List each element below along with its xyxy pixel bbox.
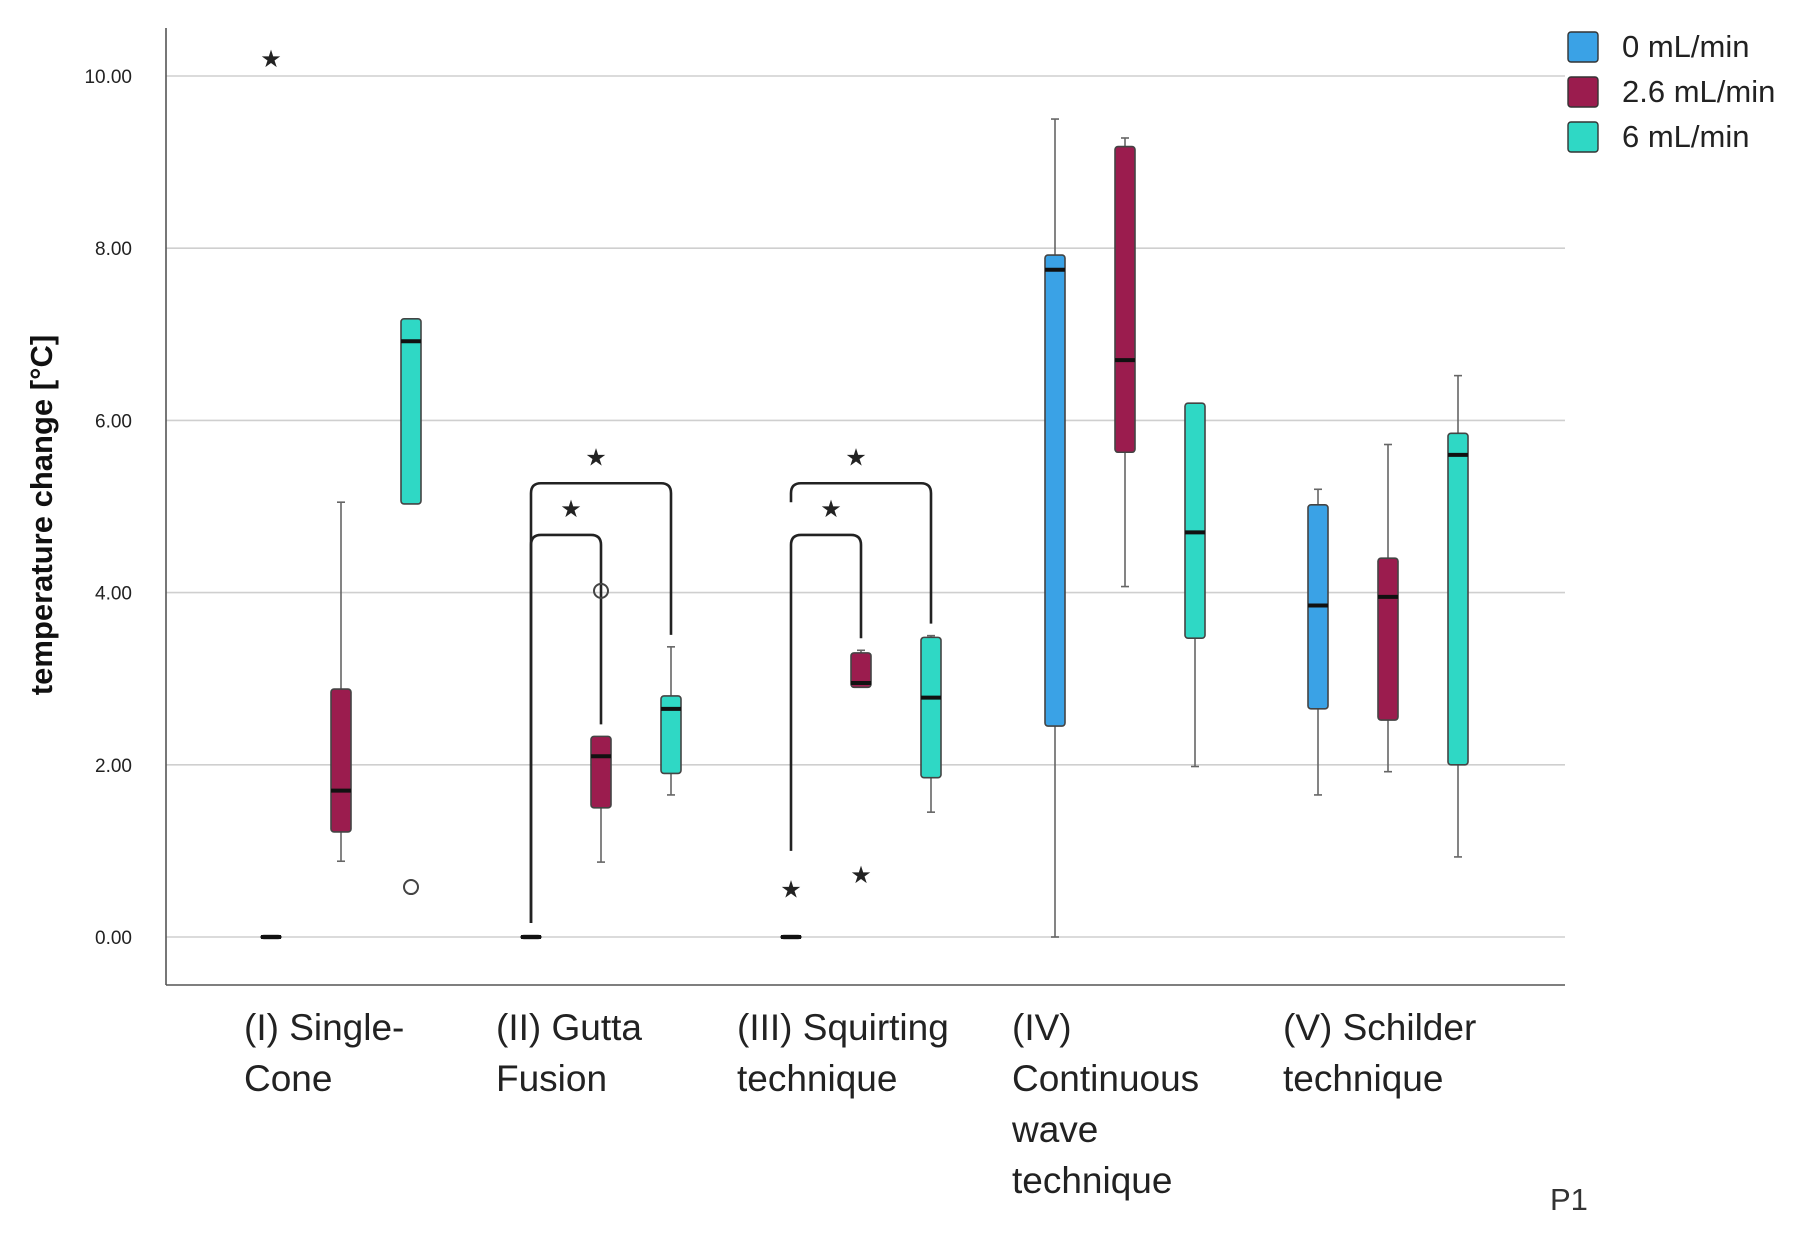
x-category-labels: (I) Single- Cone (II) Gutta Fusion (III) Squ…: [244, 1007, 1476, 1201]
legend-swatch: [1567, 76, 1599, 108]
box-iqr: [400, 318, 422, 505]
box-iqr: [1447, 432, 1469, 766]
box-2-6-ml-min-cat1: [330, 501, 352, 863]
box-0-ml-min-cat3: ★: [780, 876, 802, 940]
y-tick-label: 8.00: [95, 239, 132, 260]
box-iqr: [920, 636, 942, 779]
x-category-line: (I) Single-: [244, 1007, 404, 1048]
box-iqr: [330, 688, 352, 833]
legend-item: 6 mL/min: [1567, 119, 1749, 154]
box-2-6-ml-min-cat4: [1114, 137, 1136, 588]
x-category-label: (V) Schilder technique: [1283, 1007, 1476, 1099]
x-category-line: wave: [1011, 1109, 1098, 1150]
box-iqr: [1184, 402, 1206, 640]
significance-bracket: ★: [529, 443, 673, 923]
box-2-6-ml-min-cat2: [590, 582, 612, 863]
x-category-label: (IV) Continuous wave technique: [1011, 1007, 1199, 1201]
legend-label: 0 mL/min: [1622, 29, 1749, 64]
legend-swatch: [1567, 31, 1599, 63]
extreme-point: ★: [850, 861, 872, 889]
axes: [165, 28, 1565, 986]
y-tick-label: 6.00: [95, 411, 132, 432]
bracket-line: [529, 481, 673, 923]
box-iqr: [850, 652, 872, 689]
x-category-line: Cone: [244, 1058, 332, 1099]
x-category-line: (III) Squirting: [737, 1007, 949, 1048]
boxes: ★★★: [260, 45, 1469, 940]
box-6-ml-min-cat4: [1184, 402, 1206, 768]
significance-star: ★: [845, 443, 867, 471]
y-tick-label: 4.00: [95, 584, 132, 605]
box-iqr: [590, 735, 612, 809]
significance-bracket: ★: [789, 495, 863, 851]
bracket-line: [789, 533, 863, 851]
panel-label: P1: [1550, 1182, 1588, 1217]
y-tick-labels: 0.00 2.00 4.00 6.00 8.00 10.00: [84, 67, 132, 949]
x-category-label: (III) Squirting technique: [737, 1007, 949, 1099]
legend-swatch: [1567, 121, 1599, 153]
box-6-ml-min-cat3: [920, 634, 942, 813]
significance-brackets: ★★★★: [529, 443, 933, 923]
significance-star: ★: [585, 443, 607, 471]
legend-label: 2.6 mL/min: [1622, 74, 1775, 109]
box-iqr: [1044, 254, 1066, 727]
significance-bracket: ★: [789, 443, 933, 624]
y-tick-label: 2.00: [95, 756, 132, 777]
box-0-ml-min-cat4: [1044, 118, 1066, 938]
x-category-line: technique: [1283, 1058, 1443, 1099]
significance-star: ★: [820, 495, 842, 523]
x-category-label: (II) Gutta Fusion: [496, 1007, 642, 1099]
outlier-point: [593, 582, 609, 599]
x-category-line: technique: [737, 1058, 897, 1099]
box-6-ml-min-cat5: [1447, 374, 1469, 858]
legend-item: 2.6 mL/min: [1567, 74, 1775, 109]
x-category-line: (V) Schilder: [1283, 1007, 1476, 1048]
bracket-line: [789, 481, 933, 624]
y-axis-label: temperature change [°C]: [24, 335, 59, 695]
legend-item: 0 mL/min: [1567, 29, 1749, 64]
box-0-ml-min-cat1: ★: [260, 45, 282, 940]
extreme-point: ★: [260, 45, 282, 73]
box-6-ml-min-cat2: [660, 646, 682, 796]
box-iqr: [1377, 557, 1399, 721]
significance-bracket: ★: [529, 495, 603, 923]
y-tick-label: 10.00: [84, 67, 132, 88]
box-0-ml-min-cat5: [1307, 488, 1329, 796]
y-tick-label: 0.00: [95, 928, 132, 949]
extreme-point: ★: [780, 876, 802, 904]
x-category-line: (II) Gutta: [496, 1007, 642, 1048]
outlier-point: [403, 879, 419, 896]
legend: 0 mL/min 2.6 mL/min 6 mL/min: [1567, 29, 1775, 154]
x-category-line: Continuous: [1012, 1058, 1199, 1099]
box-0-ml-min-cat2: [520, 934, 542, 940]
x-category-label: (I) Single- Cone: [244, 1007, 404, 1099]
box-2-6-ml-min-cat5: [1377, 443, 1399, 773]
x-category-line: (IV): [1012, 1007, 1072, 1048]
box-6-ml-min-cat1: [400, 318, 422, 896]
box-iqr: [1114, 145, 1136, 454]
significance-star: ★: [560, 495, 582, 523]
x-category-line: Fusion: [496, 1058, 607, 1099]
gridlines: [166, 75, 1565, 938]
legend-label: 6 mL/min: [1622, 119, 1749, 154]
box-iqr: [660, 695, 682, 775]
x-category-line: technique: [1012, 1160, 1172, 1201]
box-2-6-ml-min-cat3: ★: [850, 649, 872, 889]
